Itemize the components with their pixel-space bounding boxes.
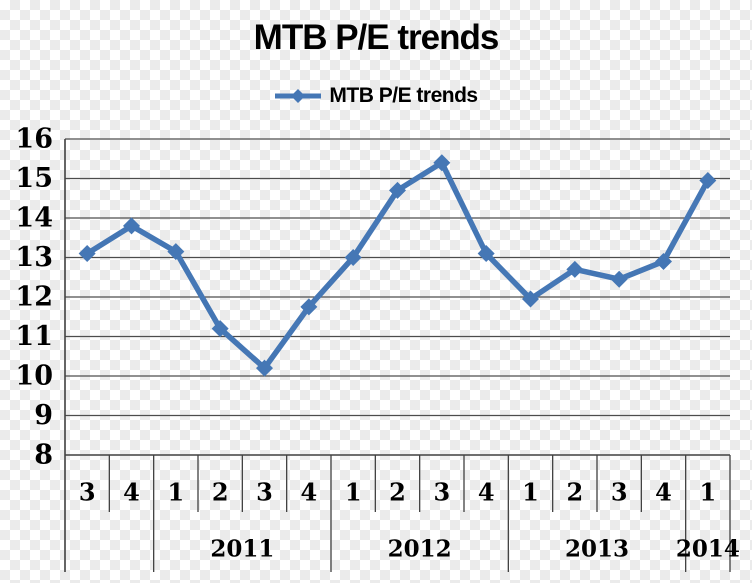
data-point-marker (655, 252, 672, 270)
data-point-marker (123, 217, 140, 235)
data-point-marker (167, 243, 185, 261)
legend: MTB P/E trends (0, 84, 752, 108)
quarter-label: 4 (655, 478, 672, 507)
year-label: 2014 (676, 536, 740, 563)
data-point-marker (477, 245, 495, 263)
quarter-label: 2 (212, 478, 229, 507)
data-point-marker (256, 359, 273, 377)
quarter-label: 1 (522, 478, 539, 507)
data-point-marker (300, 298, 318, 316)
year-label: 2011 (210, 536, 274, 563)
quarter-label: 4 (300, 478, 317, 507)
quarter-label: 3 (79, 478, 96, 507)
data-point-marker (566, 260, 584, 278)
data-point-marker (699, 171, 717, 189)
data-point-marker (344, 249, 362, 266)
chart-title: MTB P/E trends (253, 18, 500, 57)
y-axis-label: 16 (15, 124, 53, 155)
year-label: 2012 (388, 536, 452, 563)
y-axis-label: 12 (15, 282, 53, 313)
quarter-label: 1 (167, 478, 184, 507)
legend-label: MTB P/E trends (329, 84, 478, 107)
y-axis-label: 10 (15, 361, 53, 392)
y-axis-label: 15 (15, 163, 53, 194)
quarter-label: 2 (566, 478, 583, 507)
quarter-label: 1 (699, 478, 716, 507)
quarter-label: 3 (611, 478, 628, 507)
data-point-marker (433, 154, 451, 172)
quarter-label: 2 (389, 478, 406, 507)
data-point-marker (389, 181, 406, 199)
y-axis-label: 11 (15, 321, 53, 352)
y-axis-label: 13 (15, 242, 53, 273)
data-point-marker (211, 320, 229, 338)
data-point-marker (610, 270, 628, 288)
y-axis-label: 8 (34, 440, 53, 471)
quarter-label: 3 (433, 478, 450, 507)
data-point-marker (522, 290, 539, 308)
quarter-label: 4 (478, 478, 495, 507)
y-axis-label: 9 (34, 400, 53, 431)
quarter-label: 4 (123, 478, 140, 507)
quarter-label: 1 (345, 478, 362, 507)
legend-line-marker-icon (275, 89, 322, 103)
quarter-label: 3 (256, 478, 273, 507)
y-axis-label: 14 (15, 203, 53, 234)
data-point-marker (78, 245, 96, 263)
year-label: 2013 (565, 536, 629, 563)
